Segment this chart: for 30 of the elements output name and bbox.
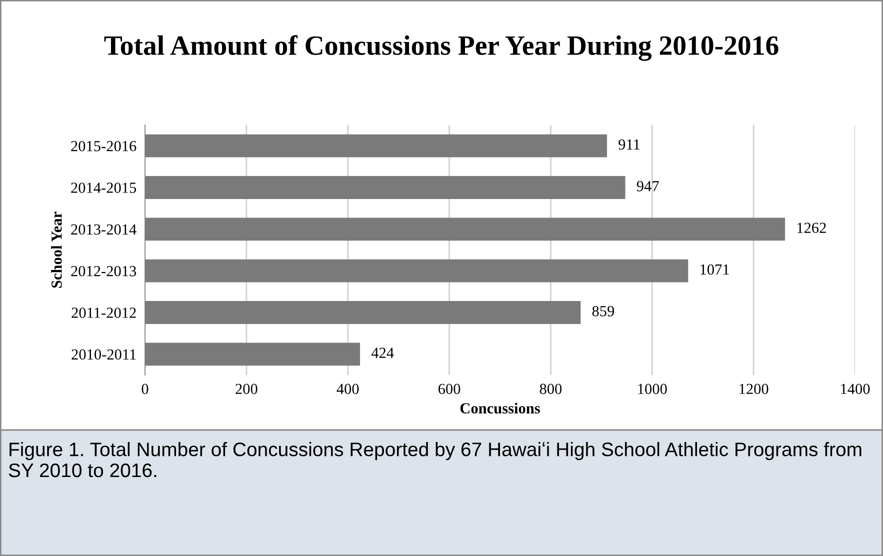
data-label: 424: [371, 348, 394, 358]
caption: Figure 1. Total Number of Concussions Reported by 67 Hawaiʻi High School Athletic Programs from SY 2010 to 2016.: [8, 442, 862, 478]
y-tick-label: 2010-2011: [72, 349, 136, 360]
x-axis-title: Concussions: [460, 402, 540, 414]
x-tick-label: 400: [336, 384, 359, 394]
data-label: 1262: [797, 222, 826, 233]
data-label: 947: [636, 181, 659, 192]
chart-title: Total Amount of Concussions Per Year During 2010-2016: [104, 35, 778, 61]
y-axis-title: School Year: [51, 212, 62, 288]
x-tick-label: 1200: [740, 384, 768, 394]
data-label: 911: [618, 139, 640, 150]
bar: [145, 218, 786, 241]
x-tick-label: 1400: [841, 384, 870, 394]
y-tick-label: 2013-2014: [71, 224, 136, 235]
x-tick-label: 800: [540, 384, 562, 394]
x-tick-label: 1000: [638, 384, 667, 394]
y-tick-label: 2012-2013: [71, 266, 136, 276]
y-tick-label: 2015-2016: [71, 140, 136, 152]
x-tick-label: 0: [142, 384, 148, 394]
data-label: 1071: [700, 264, 729, 275]
bar: [145, 259, 688, 282]
bar: [145, 176, 626, 199]
x-tick-label: 200: [236, 384, 258, 394]
y-tick-label: 2014-2015: [71, 182, 136, 193]
bar: [145, 301, 581, 324]
bar: [145, 342, 360, 366]
bar: [145, 134, 608, 158]
y-tick-label: 2011-2012: [72, 308, 136, 318]
data-label: 859: [592, 306, 614, 316]
x-tick-label: 600: [438, 384, 460, 394]
